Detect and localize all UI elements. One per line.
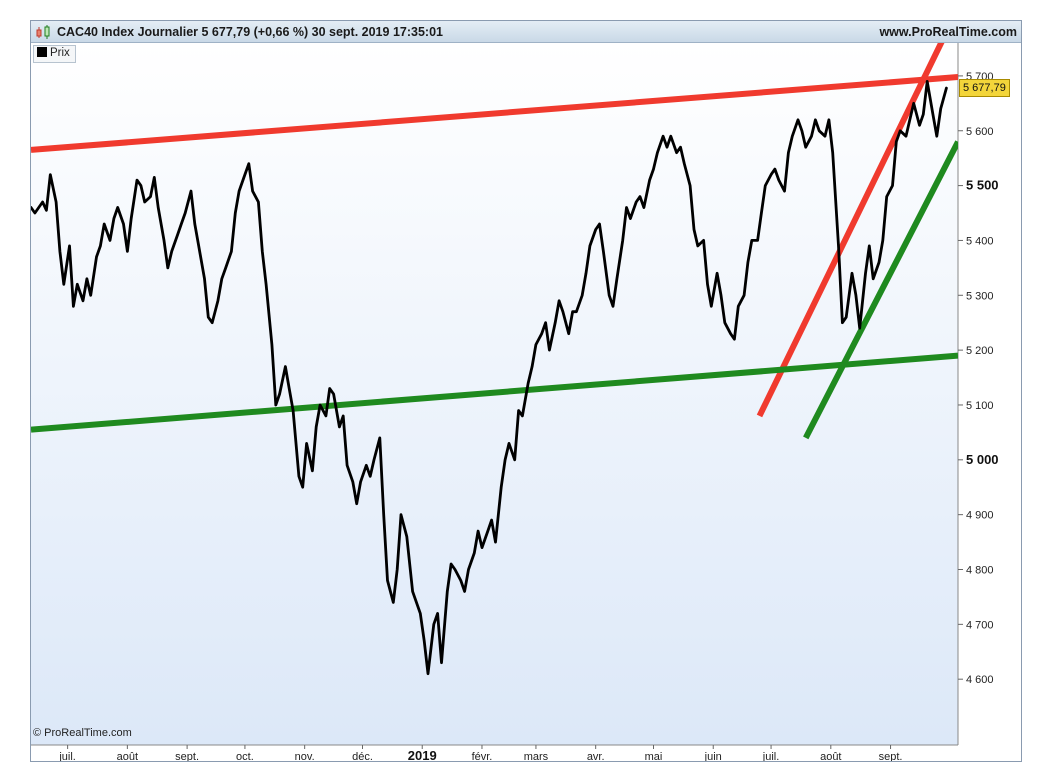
y-tick-label: 5 100 [966,400,994,412]
x-tick-label: févr. [472,751,493,761]
x-tick-label: août [820,751,841,761]
x-tick-label: mars [524,751,549,761]
chart-title: CAC40 Index Journalier 5 677,79 (+0,66 %… [57,25,443,39]
trendline-resistance-short[interactable] [756,32,946,418]
x-tick-label: sept. [879,751,903,761]
y-tick-label: 4 900 [966,510,994,522]
x-tick-label: déc. [352,751,373,761]
y-tick-label: 5 300 [966,290,994,302]
x-tick-label: juin [704,751,722,761]
price-series-line[interactable] [31,80,948,676]
y-tick-label: 5 500 [966,178,999,193]
chart-header: CAC40 Index Journalier 5 677,79 (+0,66 %… [31,21,1021,43]
y-tick-label: 5 000 [966,452,999,467]
x-tick-label: 2019 [408,748,437,761]
watermark: © ProRealTime.com [33,727,132,739]
x-tick-label: août [117,751,138,761]
x-tick-label: juil. [58,751,76,761]
legend-label: Prix [50,47,70,59]
chart-frame: 4 600 4 700 4 800 4 900 5 000 5 100 5 200 5 300… [30,20,1022,762]
x-tick-label: oct. [236,751,254,761]
legend-swatch [37,47,47,57]
x-tick-label: juil. [762,751,780,761]
x-tick-label: avr. [587,751,605,761]
y-tick-label: 4 800 [966,565,994,577]
y-tick-label: 5 200 [966,345,994,357]
trendline-support-long[interactable] [31,352,958,433]
last-price-badge: 5 677,79 [959,79,1010,98]
y-tick-label: 5 400 [966,235,994,247]
trendline-resistance-long[interactable] [31,74,958,153]
chart-canvas: 4 600 4 700 4 800 4 900 5 000 5 100 5 200 5 300… [31,32,999,761]
y-tick-label: 4 600 [966,674,994,686]
candlestick-icon[interactable] [35,24,53,40]
y-tick-label: 4 700 [966,619,994,631]
x-tick-label: mai [645,751,663,761]
trendline-support-short[interactable] [803,140,958,440]
y-tick-label: 5 600 [966,126,994,138]
x-tick-label: sept. [175,751,199,761]
legend[interactable]: Prix [33,45,76,63]
x-tick-label: nov. [295,751,315,761]
site-link[interactable]: www.ProRealTime.com [879,25,1017,39]
